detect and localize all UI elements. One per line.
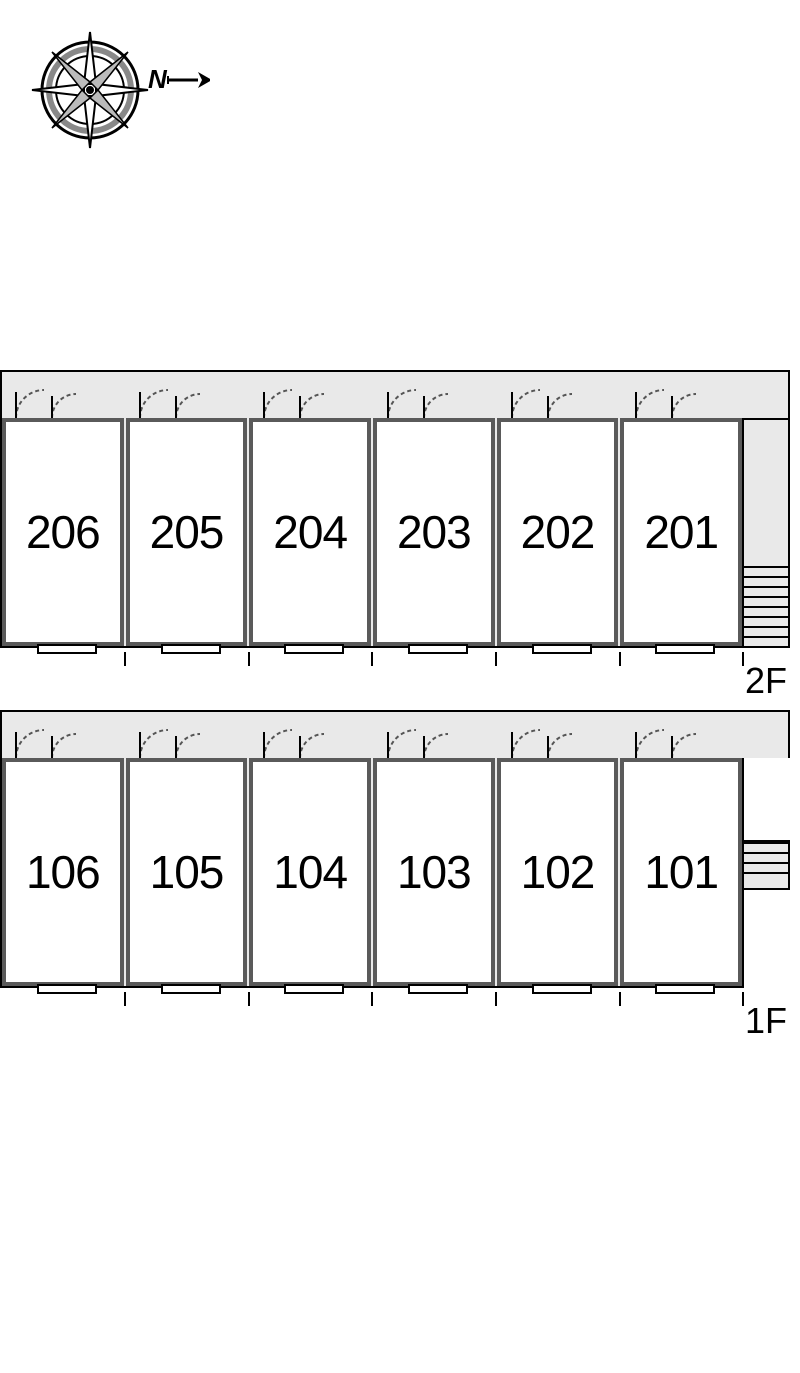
door-icon bbox=[628, 718, 718, 760]
unit-label: 103 bbox=[397, 845, 471, 899]
door-icon bbox=[132, 718, 222, 760]
unit-106: 106 bbox=[2, 758, 124, 986]
door-icon bbox=[256, 378, 346, 420]
partition-tick bbox=[371, 652, 373, 666]
north-arrow-icon: N bbox=[148, 64, 210, 94]
unit-label: 202 bbox=[521, 505, 595, 559]
floor-label: 1F bbox=[745, 1000, 787, 1042]
window-icon bbox=[655, 644, 715, 654]
window-icon bbox=[37, 984, 97, 994]
window-icon bbox=[408, 644, 468, 654]
partition-tick bbox=[248, 652, 250, 666]
door-icon bbox=[8, 378, 98, 420]
window-icon bbox=[532, 984, 592, 994]
svg-text:N: N bbox=[148, 64, 168, 94]
door-icon bbox=[256, 718, 346, 760]
window-icon bbox=[532, 644, 592, 654]
unit-104: 104 bbox=[249, 758, 371, 986]
floor-2F: 2062052042032022012F bbox=[0, 370, 790, 648]
window-icon bbox=[161, 644, 221, 654]
partition-tick bbox=[495, 992, 497, 1006]
unit-101: 101 bbox=[620, 758, 742, 986]
partition-tick bbox=[124, 652, 126, 666]
unit-201: 201 bbox=[620, 418, 742, 646]
door-icon bbox=[628, 378, 718, 420]
door-icon bbox=[132, 378, 222, 420]
unit-row: 206 205 204 203 202 201 bbox=[0, 418, 744, 648]
unit-105: 105 bbox=[126, 758, 248, 986]
partition-tick bbox=[248, 992, 250, 1006]
partition-tick bbox=[371, 992, 373, 1006]
corridor bbox=[0, 710, 790, 758]
window-icon bbox=[408, 984, 468, 994]
stairs-icon bbox=[744, 840, 790, 890]
unit-label: 206 bbox=[26, 505, 100, 559]
door-icon bbox=[504, 718, 594, 760]
unit-label: 104 bbox=[273, 845, 347, 899]
unit-row: 106 105 104 103 102 101 bbox=[0, 758, 744, 988]
unit-206: 206 bbox=[2, 418, 124, 646]
floor-label: 2F bbox=[745, 660, 787, 702]
unit-label: 203 bbox=[397, 505, 471, 559]
stairs-icon bbox=[744, 418, 790, 648]
door-icon bbox=[380, 378, 470, 420]
window-icon bbox=[284, 984, 344, 994]
door-icon bbox=[8, 718, 98, 760]
unit-label: 102 bbox=[521, 845, 595, 899]
unit-label: 106 bbox=[26, 845, 100, 899]
corridor bbox=[0, 370, 790, 418]
door-icon bbox=[380, 718, 470, 760]
window-icon bbox=[37, 644, 97, 654]
window-icon bbox=[284, 644, 344, 654]
partition-tick bbox=[495, 652, 497, 666]
floor-1F: 1061051041031021011F bbox=[0, 710, 790, 988]
unit-202: 202 bbox=[497, 418, 619, 646]
unit-label: 201 bbox=[644, 505, 718, 559]
unit-103: 103 bbox=[373, 758, 495, 986]
unit-label: 105 bbox=[150, 845, 224, 899]
unit-102: 102 bbox=[497, 758, 619, 986]
partition-tick bbox=[619, 992, 621, 1006]
window-icon bbox=[655, 984, 715, 994]
partition-tick bbox=[124, 992, 126, 1006]
compass-rose: N bbox=[30, 20, 210, 165]
unit-label: 101 bbox=[644, 845, 718, 899]
unit-label: 205 bbox=[150, 505, 224, 559]
unit-label: 204 bbox=[273, 505, 347, 559]
window-icon bbox=[161, 984, 221, 994]
door-icon bbox=[504, 378, 594, 420]
unit-204: 204 bbox=[249, 418, 371, 646]
unit-203: 203 bbox=[373, 418, 495, 646]
partition-tick bbox=[619, 652, 621, 666]
unit-205: 205 bbox=[126, 418, 248, 646]
